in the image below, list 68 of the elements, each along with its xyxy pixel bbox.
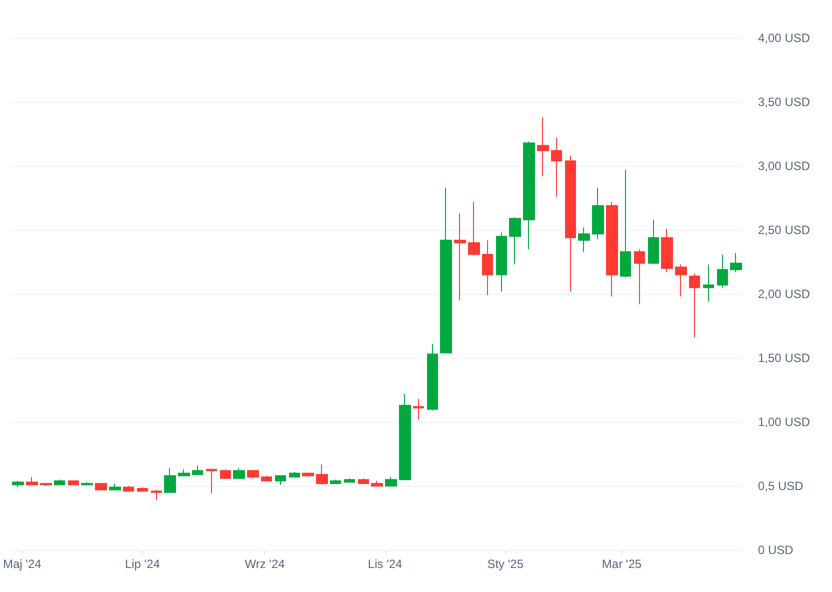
- x-tick-label: Wrz '24: [244, 557, 286, 571]
- candlestick: [275, 475, 286, 486]
- candlestick: [551, 137, 562, 198]
- x-tick-label: Mar '25: [602, 557, 642, 571]
- y-tick-label: 1,50 USD: [758, 351, 810, 365]
- candlestick: [482, 240, 493, 296]
- candlestick: [661, 228, 673, 273]
- candlestick: [289, 471, 300, 478]
- y-tick-label: 0,5 USD: [758, 479, 804, 493]
- candlestick: [648, 219, 659, 266]
- y-tick-label: 4,00 USD: [758, 31, 810, 45]
- candlestick: [358, 478, 369, 484]
- candlestick: [523, 141, 535, 250]
- candlestick: [206, 468, 217, 494]
- candlestick: [427, 343, 438, 411]
- candlestick: [68, 480, 79, 486]
- candlestick: [578, 226, 590, 252]
- candlestick: [730, 252, 742, 273]
- candlestick: [330, 479, 341, 484]
- candlestick: [399, 393, 411, 480]
- candlestick: [40, 482, 52, 486]
- candlestick: [703, 264, 714, 302]
- candlestick: [261, 475, 272, 482]
- candlestick: [164, 468, 176, 493]
- candlestick: [344, 478, 355, 483]
- candlestick: [385, 476, 397, 486]
- x-tick-label: Maj '24: [3, 557, 42, 571]
- x-tick-label: Lip '24: [124, 557, 160, 571]
- candlestick: [109, 482, 121, 490]
- candlestick: [592, 187, 604, 240]
- candlestick: [537, 116, 549, 177]
- candlestick: [12, 480, 24, 488]
- y-tick-label: 3,00 USD: [758, 159, 810, 173]
- candlestick: [137, 486, 148, 492]
- y-tick-label: 2,00 USD: [758, 287, 810, 301]
- candlestick: [606, 201, 618, 298]
- y-tick-label: 2,50 USD: [758, 223, 810, 237]
- candlestick: [496, 232, 507, 292]
- y-tick-label: 1,00 USD: [758, 415, 810, 429]
- candlestick: [123, 486, 134, 492]
- candlestick: [620, 169, 631, 278]
- candlestick: [178, 468, 190, 476]
- candlestick: [454, 212, 466, 301]
- candlestick: [717, 254, 728, 288]
- candlestick: [302, 472, 314, 476]
- candlestick: [440, 187, 452, 354]
- candlestick: [26, 476, 38, 486]
- candlestick: [233, 468, 245, 479]
- candlestick: [634, 248, 645, 305]
- candlestick: [220, 468, 231, 479]
- y-tick-label: 0 USD: [758, 543, 794, 557]
- x-tick-label: Lis '24: [368, 557, 403, 571]
- candlestick: [192, 465, 203, 475]
- candlestick: [565, 155, 576, 292]
- candlestick: [247, 470, 259, 479]
- y-tick-label: 3,50 USD: [758, 95, 810, 109]
- candlestick: [316, 464, 328, 486]
- candlestick: [151, 489, 162, 501]
- candlestick: [371, 480, 383, 486]
- candlestick: [95, 482, 107, 490]
- candlestick: [675, 264, 687, 298]
- candlestick: [413, 398, 424, 420]
- candlestick: [81, 482, 93, 486]
- candlestick: [509, 216, 521, 266]
- candlestick: [689, 273, 700, 338]
- candlestick: [54, 479, 65, 486]
- candlestick: [468, 201, 480, 256]
- x-tick-label: Sty '25: [487, 557, 524, 571]
